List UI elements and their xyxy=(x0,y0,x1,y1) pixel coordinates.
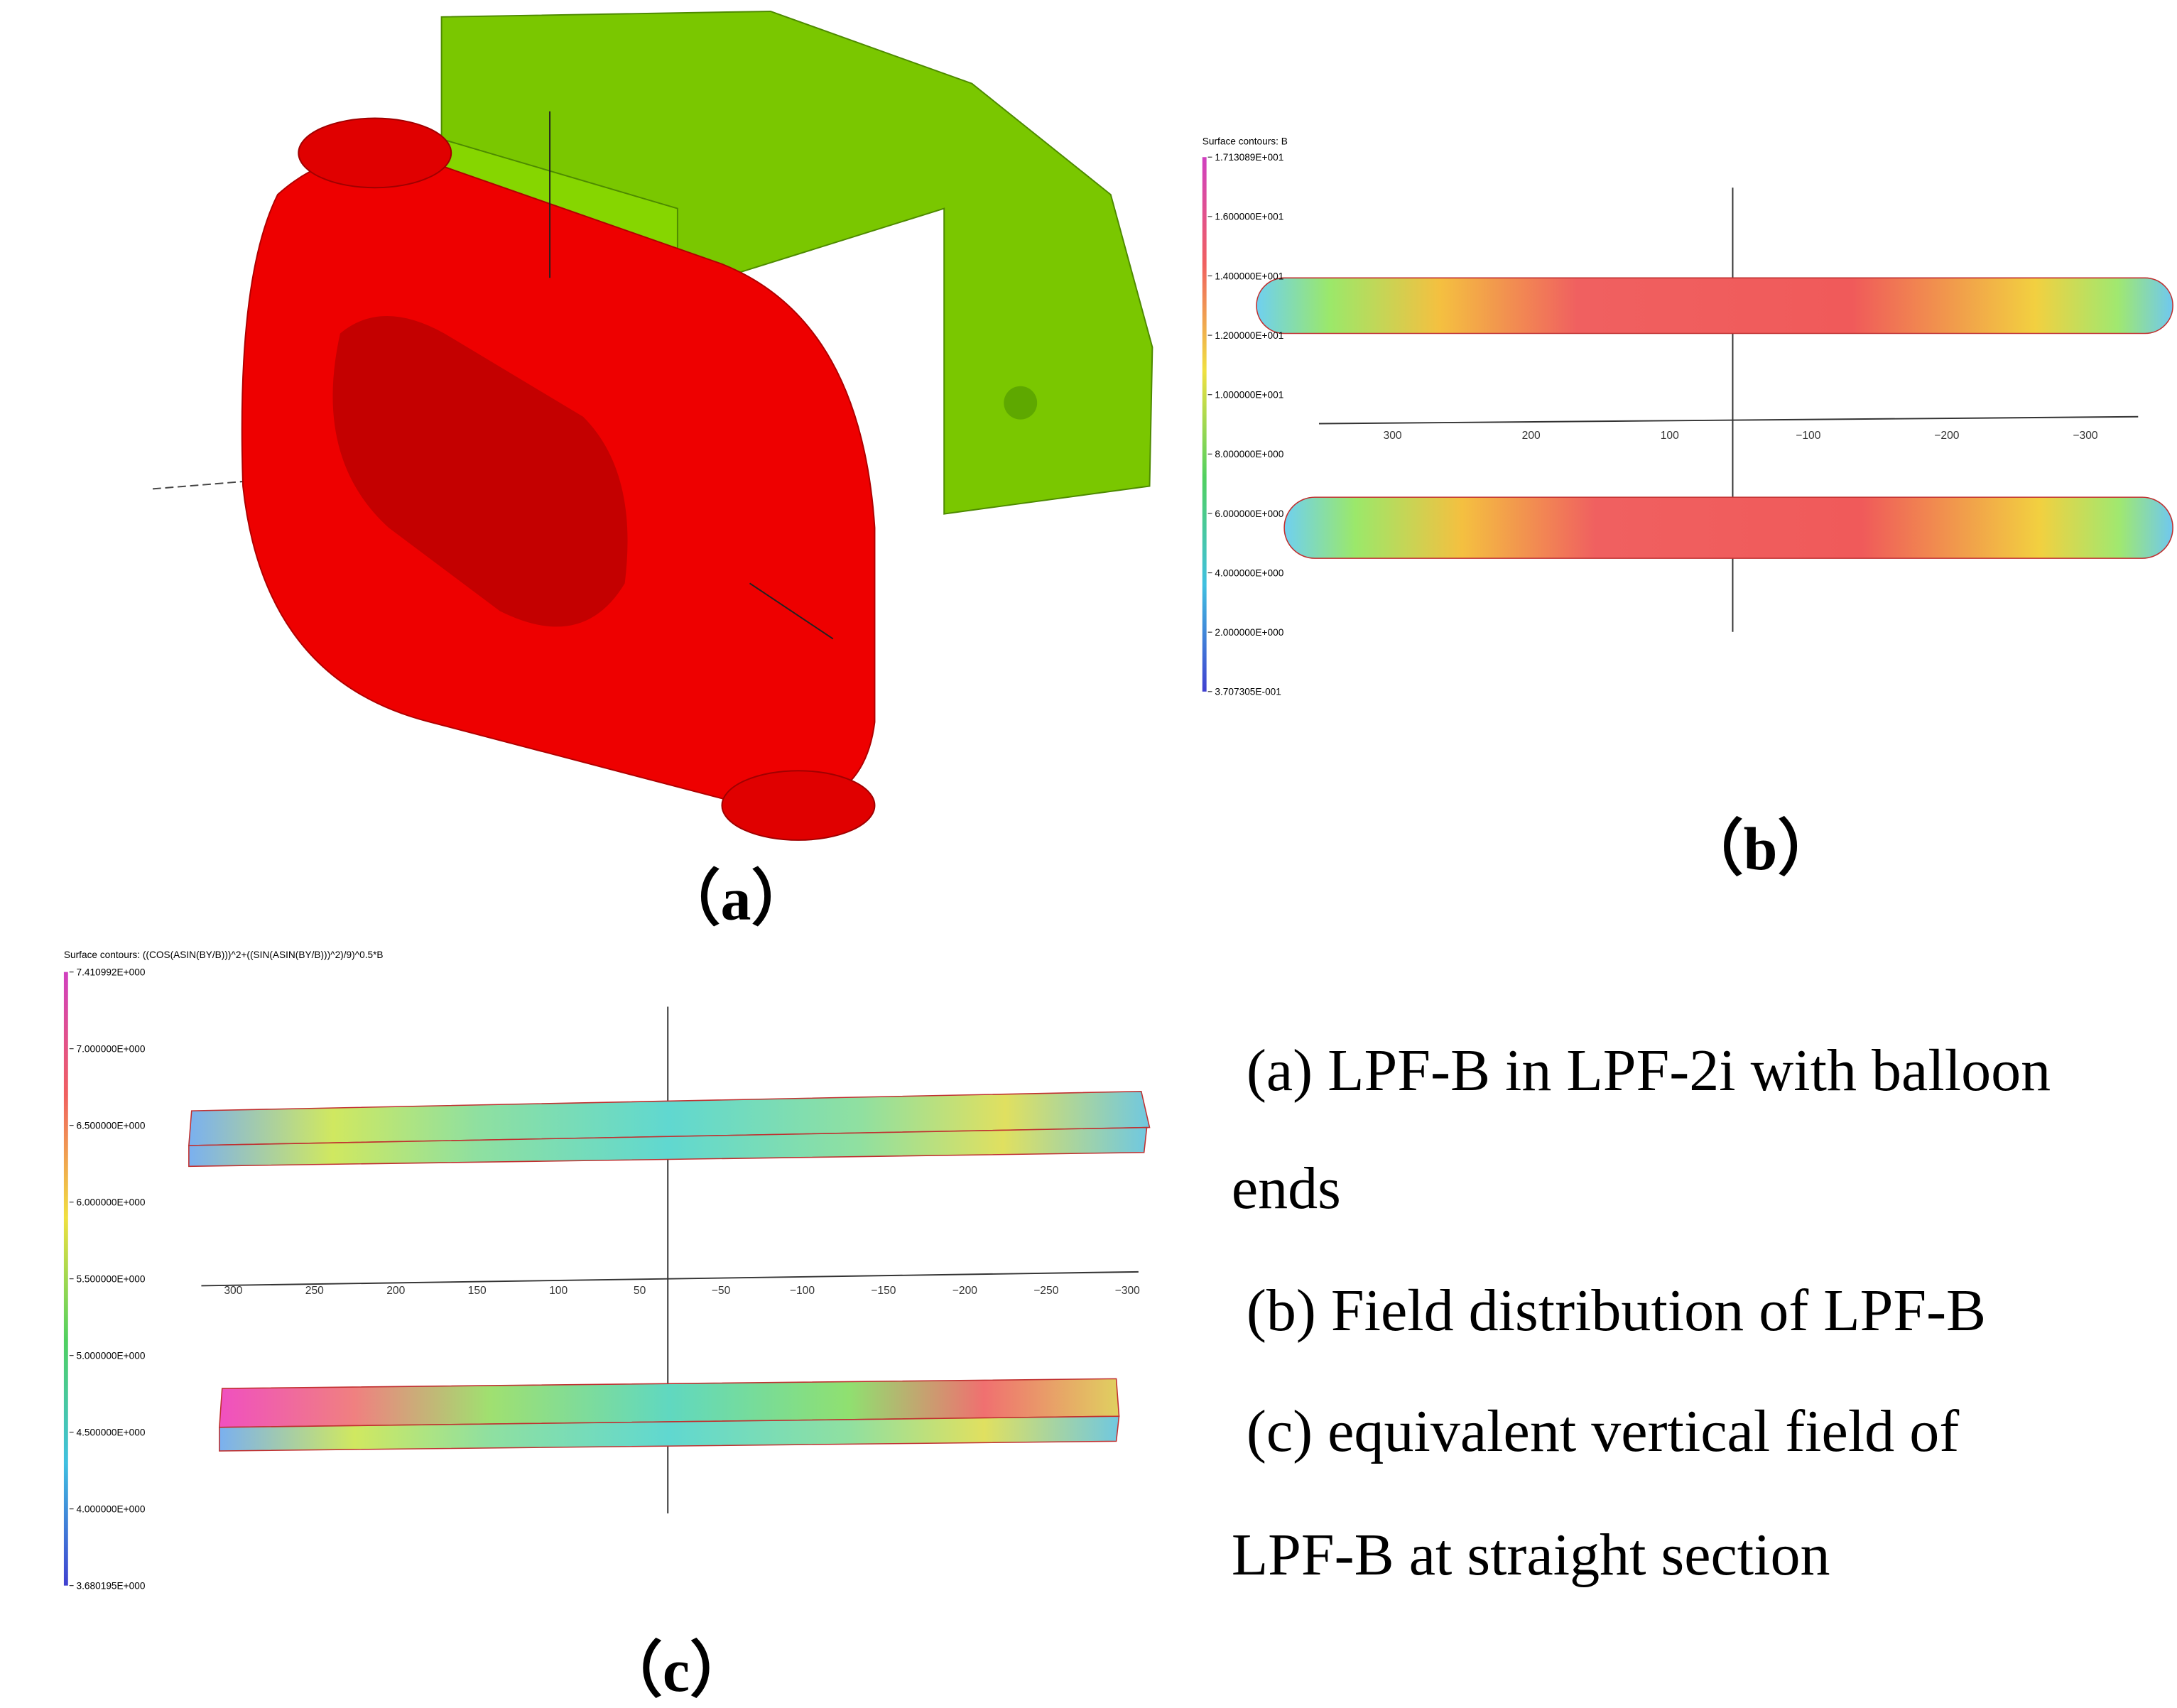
panel-label: （b） xyxy=(1683,815,1839,883)
colorbar-label: 3.680195E+000 xyxy=(77,1581,146,1592)
caption-line: (a) LPF-B in LPF-2i with balloon xyxy=(1232,1038,2051,1104)
axis-label: 300 xyxy=(1384,430,1402,442)
colorbar-label: 6.000000E+000 xyxy=(77,1197,146,1208)
colorbar-label: 6.500000E+000 xyxy=(77,1121,146,1131)
colorbar-label: 1.200000E+001 xyxy=(1215,330,1283,341)
axis-label: 150 xyxy=(468,1285,487,1297)
caption-line: LPF-B at straight section xyxy=(1232,1522,1830,1588)
colorbar-label: 1.600000E+001 xyxy=(1215,212,1283,222)
axis-label: −200 xyxy=(1934,430,1960,442)
axis-label: 300 xyxy=(224,1285,242,1297)
axis-label: 50 xyxy=(634,1285,646,1297)
colorbar-label: 7.000000E+000 xyxy=(77,1044,146,1055)
axis-label: −200 xyxy=(952,1285,978,1297)
axis-label: −50 xyxy=(712,1285,731,1297)
caption-line: (b) Field distribution of LPF-B xyxy=(1232,1278,1986,1344)
colorbar-label: 8.000000E+000 xyxy=(1215,449,1283,459)
colorbar-label: 1.000000E+001 xyxy=(1215,390,1283,401)
axis-label: −150 xyxy=(871,1285,896,1297)
axis-label: 100 xyxy=(549,1285,568,1297)
caption-line: (c) equivalent vertical field of xyxy=(1232,1398,1959,1464)
colorbar-label: 4.000000E+000 xyxy=(77,1504,146,1515)
panel-label: （c） xyxy=(602,1636,751,1704)
colorbar-label: 5.500000E+000 xyxy=(77,1274,146,1285)
axis-label: 200 xyxy=(1522,430,1541,442)
colorbar-label: 4.500000E+000 xyxy=(77,1427,146,1438)
colorbar-label: 3.707305E-001 xyxy=(1215,687,1281,697)
colorbar-title: Surface contours: B xyxy=(1202,136,1288,147)
axis-label: −300 xyxy=(2073,430,2098,442)
panel-label: （a） xyxy=(660,864,813,932)
colorbar-label: 7.410992E+000 xyxy=(77,967,146,978)
axis-label: −300 xyxy=(1115,1285,1141,1297)
axis-label: 100 xyxy=(1661,430,1679,442)
colorbar-title: Surface contours: ((COS(ASIN(BY/B)))^2+(… xyxy=(64,950,384,960)
colorbar-label: 5.000000E+000 xyxy=(77,1351,146,1361)
panel-a-model xyxy=(152,11,1153,841)
colorbar-label: 6.000000E+000 xyxy=(1215,508,1283,519)
axis-label: 200 xyxy=(386,1285,405,1297)
panel-b-plot xyxy=(1202,157,2173,692)
generated: 1.713089E+001 1.600000E+001 1.400000E+001 1… xyxy=(69,152,2098,1592)
panel-c-plot xyxy=(63,972,1151,1586)
colorbar-label: 1.400000E+001 xyxy=(1215,271,1283,281)
axis-label: −100 xyxy=(1796,430,1821,442)
axis-label: −250 xyxy=(1033,1285,1059,1297)
colorbar-label: 2.000000E+000 xyxy=(1215,627,1283,638)
colorbar-label: 4.000000E+000 xyxy=(1215,567,1283,578)
axis-label: 250 xyxy=(305,1285,324,1297)
colorbar-label: 1.713089E+001 xyxy=(1215,152,1283,163)
caption-line: ends xyxy=(1232,1155,1341,1222)
axis-label: −100 xyxy=(790,1285,815,1297)
